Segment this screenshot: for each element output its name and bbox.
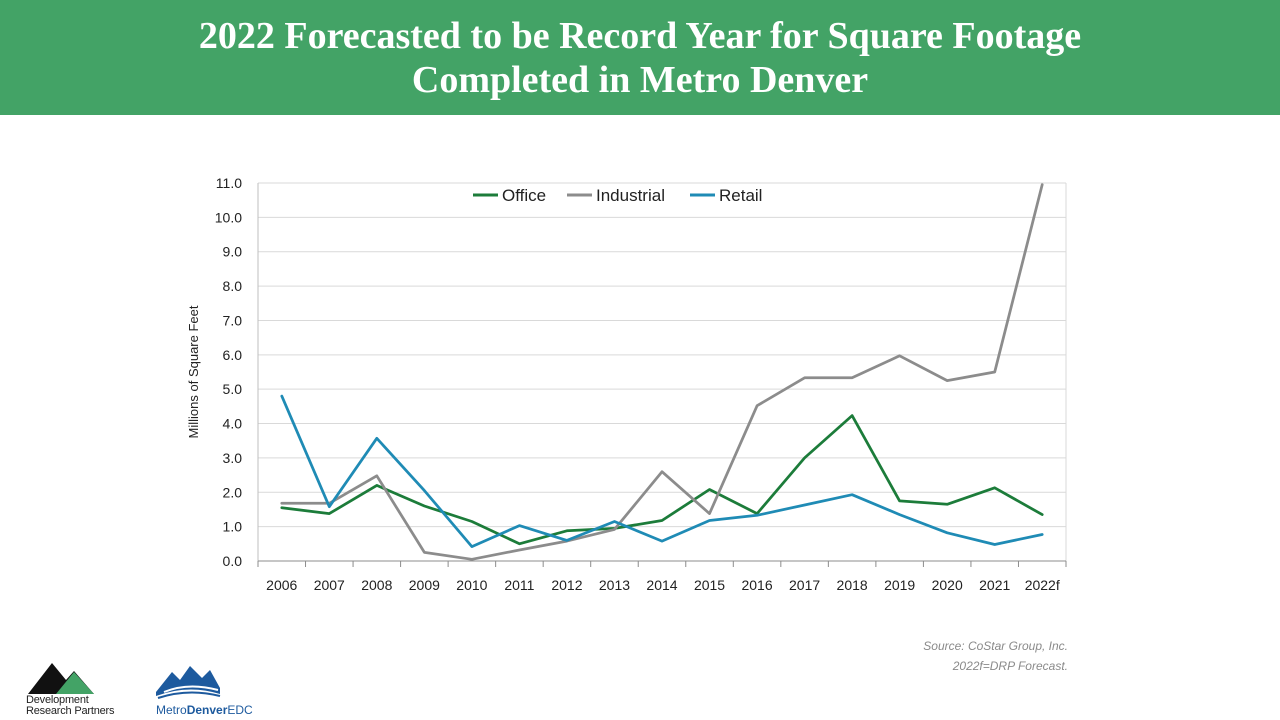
x-tick-label: 2013 xyxy=(599,577,630,593)
x-tick-label: 2022f xyxy=(1025,577,1060,593)
legend-label-retail: Retail xyxy=(719,186,762,205)
x-tick-label: 2015 xyxy=(694,577,725,593)
y-tick-label: 5.0 xyxy=(223,381,243,397)
y-tick-label: 0.0 xyxy=(223,553,243,569)
series-line-industrial xyxy=(280,183,1044,561)
legend-label-industrial: Industrial xyxy=(596,186,665,205)
mountain-skyline-logo-icon xyxy=(156,666,221,699)
edc-logo-part-3: EDC xyxy=(227,703,253,717)
y-tick-label: 8.0 xyxy=(223,278,243,294)
x-tick-label: 2016 xyxy=(741,577,772,593)
x-tick-label: 2014 xyxy=(646,577,677,593)
x-tick-label: 2007 xyxy=(314,577,345,593)
source-note: Source: CoStar Group, Inc. 2022f=DRP For… xyxy=(923,636,1068,676)
edc-logo-part-2: Denver xyxy=(186,703,228,717)
legend-label-office: Office xyxy=(502,186,546,205)
y-tick-label: 3.0 xyxy=(223,450,243,466)
y-tick-label: 9.0 xyxy=(223,244,243,260)
x-tick-label: 2008 xyxy=(361,577,392,593)
x-tick-label: 2009 xyxy=(409,577,440,593)
y-tick-label: 10.0 xyxy=(215,209,242,225)
page-title-line-2: Completed in Metro Denver xyxy=(411,58,869,101)
y-tick-label: 1.0 xyxy=(223,519,243,535)
x-tick-label: 2012 xyxy=(551,577,582,593)
y-axis-label: Millions of Square Feet xyxy=(186,305,201,438)
y-tick-label: 11.0 xyxy=(216,175,242,191)
source-line-2: 2022f=DRP Forecast. xyxy=(952,659,1068,673)
x-tick-label: 2019 xyxy=(884,577,915,593)
mountain-logo-icon xyxy=(28,663,94,694)
drp-logo-line-2: Research Partners xyxy=(26,705,115,717)
edc-logo-text: MetroDenverEDC xyxy=(156,703,253,717)
metro-denver-edc-logo: MetroDenverEDC xyxy=(154,662,254,718)
x-tick-label: 2010 xyxy=(456,577,487,593)
line-chart: 0.0 1.0 2.0 3.0 4.0 5.0 6.0 7.0 8.0 9.0 10.0 11.0 20… xyxy=(186,175,1067,593)
y-tick-label: 7.0 xyxy=(223,312,243,328)
x-tick-label: 2020 xyxy=(932,577,963,593)
series-line-retail xyxy=(280,394,1044,548)
series-line-office xyxy=(280,414,1044,546)
x-tick-label: 2011 xyxy=(504,577,534,593)
drp-logo-line-1: Development xyxy=(26,694,89,706)
source-line-1: Source: CoStar Group, Inc. xyxy=(923,639,1068,653)
x-tick-label: 2021 xyxy=(979,577,1010,593)
page-title-line-1: 2022 Forecasted to be Record Year for Sq… xyxy=(198,14,1082,57)
x-tick-label: 2017 xyxy=(789,577,820,593)
development-research-partners-logo: Development Research Partners xyxy=(26,660,136,718)
x-tick-label: 2006 xyxy=(266,577,297,593)
edc-logo-part-1: Metro xyxy=(156,703,187,717)
title-banner: 2022 Forecasted to be Record Year for Sq… xyxy=(0,0,1280,115)
y-tick-label: 2.0 xyxy=(223,484,243,500)
y-tick-label: 6.0 xyxy=(223,347,243,363)
y-tick-label: 4.0 xyxy=(223,416,243,432)
x-tick-label: 2018 xyxy=(837,577,868,593)
